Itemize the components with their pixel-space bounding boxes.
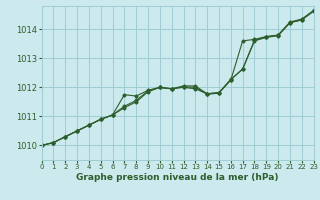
X-axis label: Graphe pression niveau de la mer (hPa): Graphe pression niveau de la mer (hPa) xyxy=(76,173,279,182)
